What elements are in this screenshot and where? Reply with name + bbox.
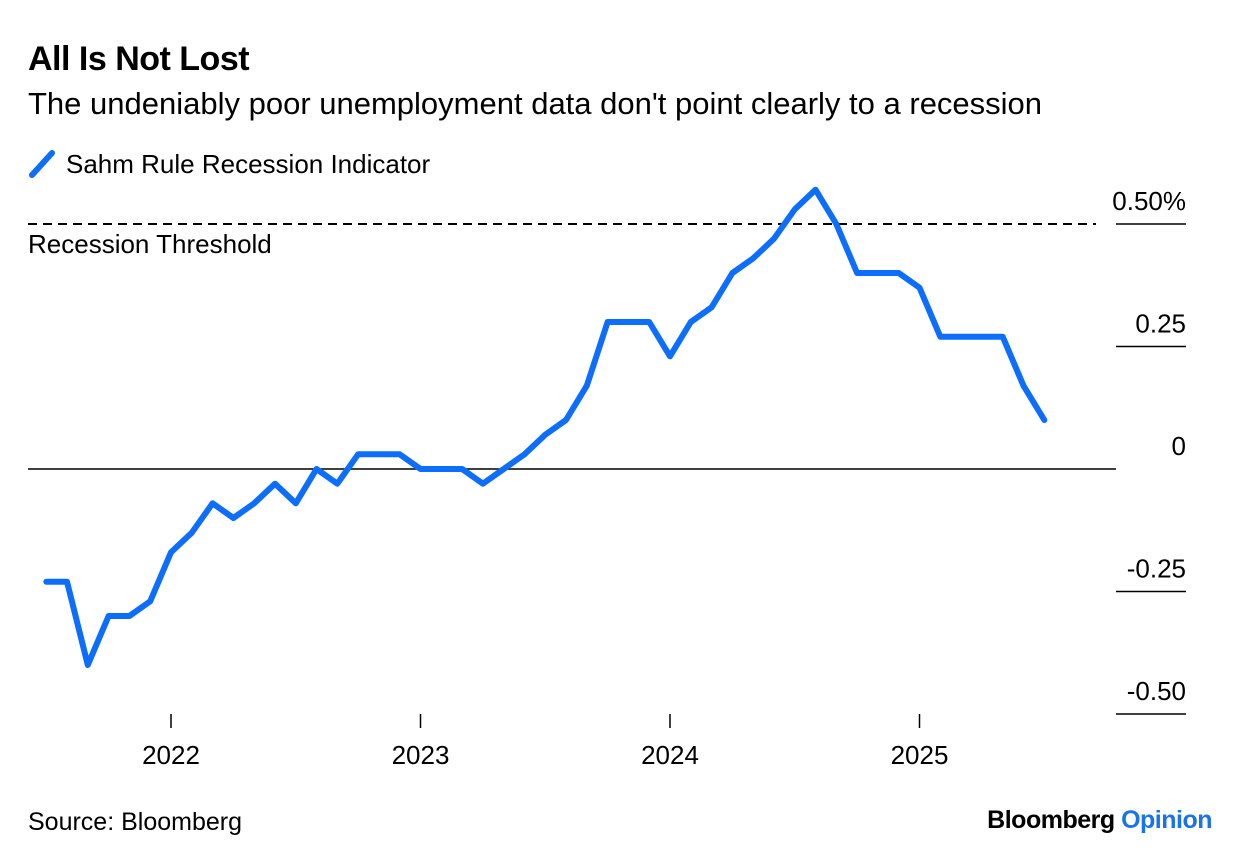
x-axis: 2022 2023 2024 2025 [142,714,948,770]
x-tick-label: 2023 [392,740,450,770]
chart-subtitle: The undeniably poor unemployment data do… [28,86,1043,121]
threshold-group: Recession Threshold [28,223,1096,259]
x-tick-label: 2022 [142,740,200,770]
legend: Sahm Rule Recession Indicator [28,146,430,182]
y-tick-label: -0.25 [1127,554,1186,584]
source-note: Source: Bloomberg [28,808,243,836]
chart-title: All Is Not Lost [28,40,250,78]
y-axis: -0.50 -0.25 0 0.25 0.50% [1112,186,1186,715]
legend-swatch-icon [28,149,56,179]
recession-threshold-label: Recession Threshold [28,229,272,259]
brand-accent: Opinion [1121,806,1212,834]
legend-label: Sahm Rule Recession Indicator [66,148,431,179]
y-tick-label: 0.25 [1135,309,1186,339]
x-tick-label: 2025 [891,740,949,770]
brand-main: Bloomberg [987,806,1115,834]
x-tick-label: 2024 [641,740,699,770]
series-line-sahm-rule [43,186,1048,668]
y-tick-label: 0.50% [1112,186,1186,216]
brand-logo: Bloomberg Opinion [987,806,1212,835]
y-tick-label: -0.50 [1127,676,1186,706]
y-tick-label: 0 [1172,431,1186,461]
